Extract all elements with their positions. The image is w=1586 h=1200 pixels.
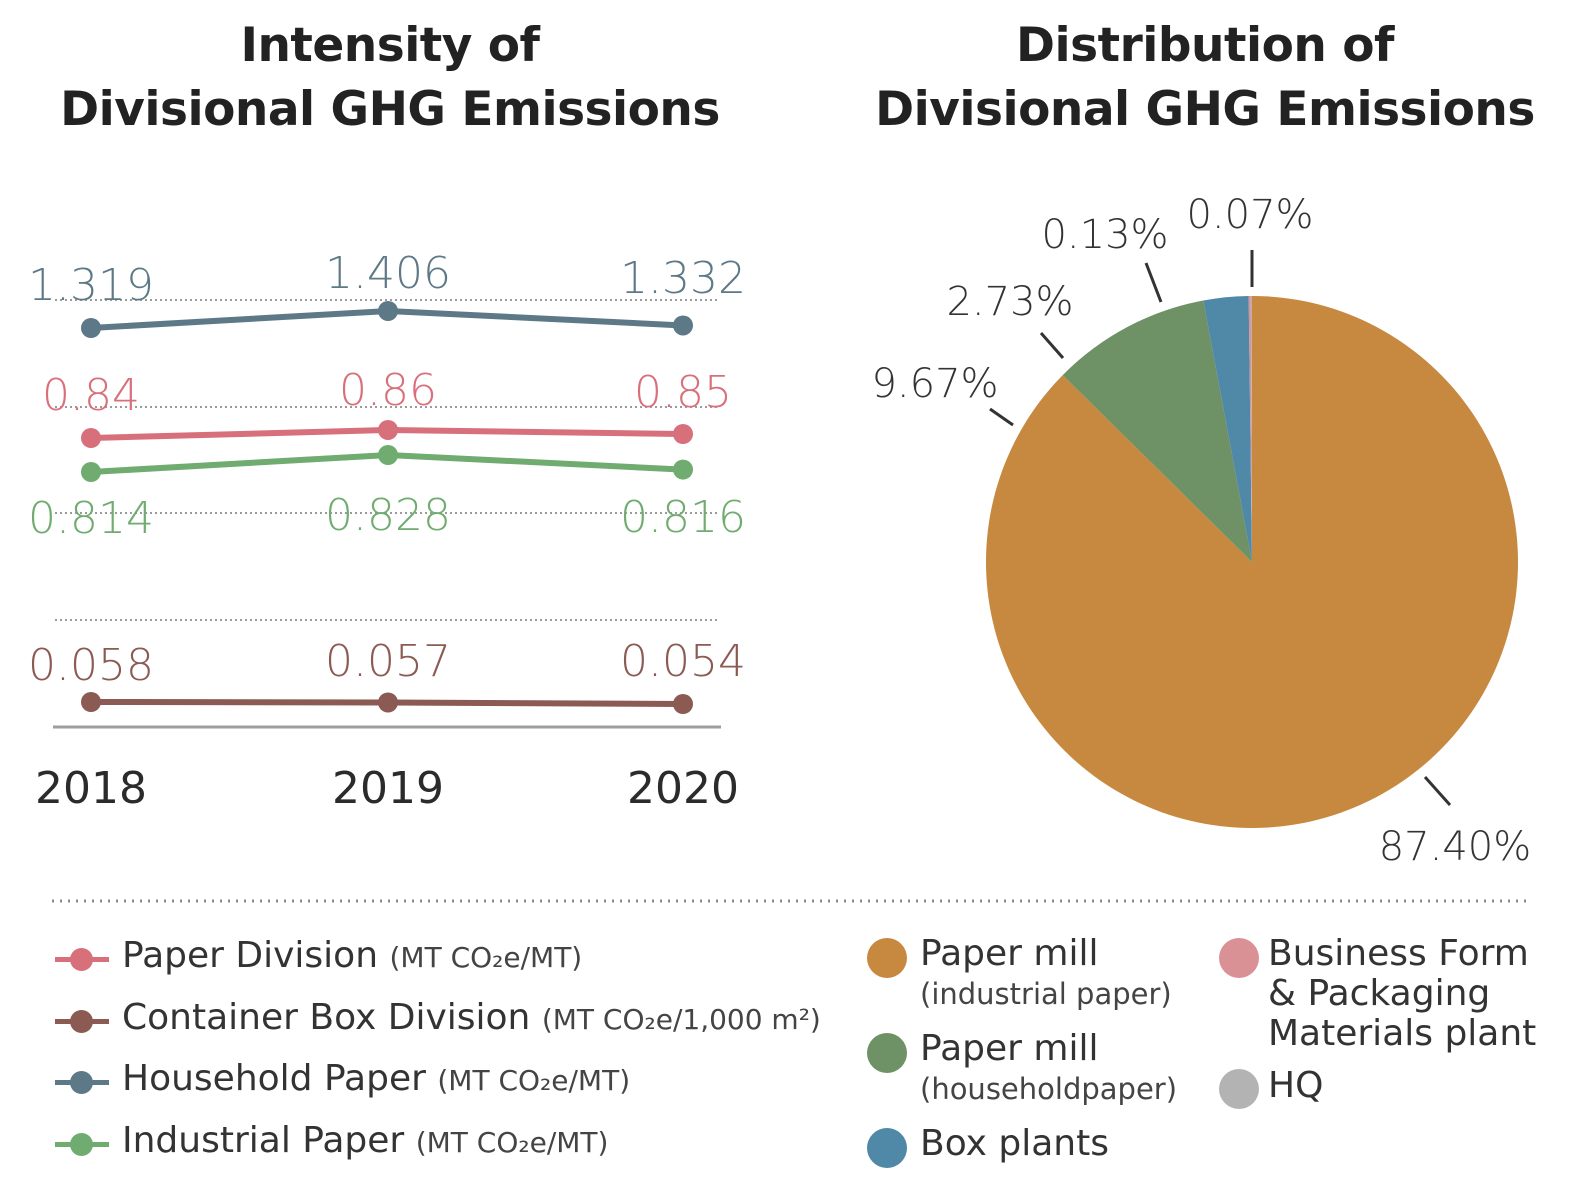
legend-label: Industrial Paper (122, 1120, 405, 1161)
pie-chart-title: Distribution of Divisional GHG Emissions (840, 14, 1570, 142)
pie-value-label: 87.40% (1379, 824, 1532, 870)
legend-dot-hq (1219, 1069, 1259, 1109)
legend-swatch-paper-division (55, 948, 109, 971)
legend-swatch-industrial-paper (55, 1133, 109, 1156)
data-label-household-paper: 1.332 (620, 253, 746, 304)
legend-sublabel: (householdpaper) (920, 1072, 1178, 1106)
legend-item-business-form: Business Form & Packaging Materials plan… (1268, 934, 1536, 1054)
pie-chart-title-line2: Divisional GHG Emissions (875, 82, 1535, 137)
line-chart-title: Intensity of Divisional GHG Emissions (20, 14, 760, 142)
pie-slice-paper-mill-householdpaper- (1062, 300, 1252, 562)
legend-unit: (MT CO₂e/MT) (389, 941, 583, 974)
legend-label-2: & Packaging (1268, 973, 1491, 1014)
legend-item-box-plants: Box plants (920, 1124, 1109, 1164)
line-chart-title-line2: Divisional GHG Emissions (60, 82, 720, 137)
data-label-container-box-division: 0.058 (28, 640, 154, 691)
legend-item-household-paper: Household Paper (MT CO₂e/MT) (55, 1058, 630, 1099)
data-point-container-box-division (378, 692, 398, 713)
legend-label: Container Box Division (122, 997, 531, 1038)
pie-leader-line (989, 407, 1014, 427)
pie-slice-hq (1250, 296, 1252, 562)
pie-value-label: 0.13% (1041, 212, 1168, 258)
legend-item-hq: HQ (1268, 1066, 1323, 1106)
data-point-industrial-paper (378, 445, 398, 465)
pie-leader-line (1039, 332, 1065, 359)
data-point-container-box-division (81, 692, 101, 712)
data-label-paper-division: 0.86 (339, 365, 437, 416)
line-chart-title-line1: Intensity of (240, 18, 540, 73)
pie-leader-line (1423, 776, 1452, 806)
legend-sublabel: (industrial paper) (920, 977, 1172, 1011)
data-point-paper-division (81, 428, 101, 448)
data-point-industrial-paper (81, 462, 101, 482)
pie-value-label: 2.73% (946, 279, 1073, 325)
data-point-paper-division (378, 420, 398, 440)
pie-value-label: 0.07% (1186, 192, 1313, 238)
legend-dot-box-plants (867, 1128, 907, 1168)
data-point-paper-division (673, 424, 693, 444)
legend-label: Paper mill (920, 1028, 1099, 1069)
data-label-paper-division: 0.84 (42, 370, 140, 421)
x-tick-label: 2019 (332, 763, 444, 814)
legend-dot-business-form (1219, 938, 1259, 978)
data-label-industrial-paper: 0.828 (325, 490, 451, 541)
legend-label: Business Form (1268, 933, 1529, 974)
pie-chart-title-line1: Distribution of (1016, 18, 1394, 73)
pie-slice-business-form-packaging-materials-plant (1248, 296, 1252, 562)
data-label-container-box-division: 0.057 (325, 636, 451, 687)
data-label-industrial-paper: 0.816 (620, 492, 746, 543)
data-point-household-paper (378, 301, 398, 321)
pie-slice-box-plants (1203, 296, 1252, 562)
pie-leader-line (1144, 262, 1163, 303)
pie-value-label: 9.67% (871, 361, 998, 407)
legend-label: Paper Division (122, 935, 379, 976)
legend-item-paper-division: Paper Division (MT CO₂e/MT) (55, 935, 582, 976)
legend-label: Paper mill (920, 933, 1099, 974)
legend-item-container-box: Container Box Division (MT CO₂e/1,000 m²… (55, 997, 821, 1038)
legend-label: HQ (1268, 1065, 1324, 1106)
legend-unit: (MT CO₂e/MT) (415, 1126, 609, 1159)
legend-label-3: Materials plant (1268, 1013, 1537, 1054)
data-point-container-box-division (673, 694, 693, 714)
legend-item-industrial-paper: Industrial Paper (MT CO₂e/MT) (55, 1120, 608, 1161)
legend-dot-paper-mill-industrial (867, 938, 907, 978)
legend-item-paper-mill-household: Paper mill (householdpaper) (920, 1029, 1177, 1109)
data-label-household-paper: 1.406 (325, 248, 451, 299)
x-tick-label: 2018 (35, 763, 147, 814)
data-point-household-paper (81, 318, 101, 338)
legend-unit: (MT CO₂e/MT) (437, 1064, 631, 1097)
legend-item-paper-mill-industrial: Paper mill (industrial paper) (920, 934, 1172, 1014)
legend-dot-paper-mill-household (867, 1033, 907, 1073)
legend-label: Box plants (920, 1123, 1109, 1164)
data-label-paper-division: 0.85 (634, 367, 732, 418)
data-label-household-paper: 1.319 (28, 260, 154, 311)
legend-swatch-container-box (55, 1010, 109, 1033)
data-label-industrial-paper: 0.814 (28, 493, 154, 544)
legend-label: Household Paper (122, 1058, 426, 1099)
data-point-industrial-paper (673, 459, 693, 480)
legend-swatch-household-paper (55, 1071, 109, 1094)
data-label-container-box-division: 0.054 (620, 636, 746, 687)
x-tick-label: 2020 (627, 763, 739, 814)
data-point-household-paper (673, 315, 693, 336)
legend-unit: (MT CO₂e/1,000 m²) (541, 1003, 821, 1036)
